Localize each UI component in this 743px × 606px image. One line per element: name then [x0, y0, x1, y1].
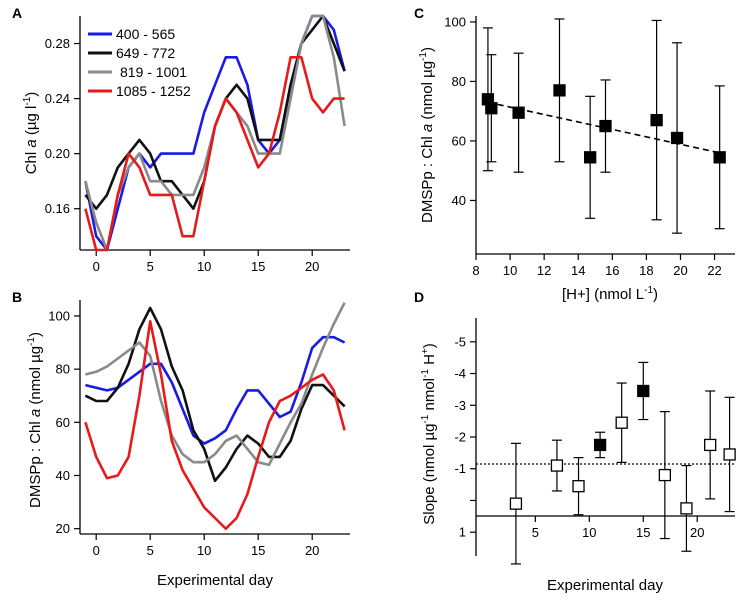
panel-c-label: C [414, 5, 424, 21]
panel-c-x-tick-label: 8 [472, 263, 479, 278]
panel-b-x-tick-label: 5 [147, 543, 154, 558]
panel-d-label: D [414, 289, 424, 305]
panel-a-x-tick-label: 20 [305, 259, 319, 274]
panel-c-x-tick-label: 14 [571, 263, 585, 278]
panel-d-data-point [509, 497, 523, 510]
panel-a-chart: A 0.16 0.20 0.24 0.28 0 5 10 15 20 Chl a (µg l-1… [12, 5, 350, 274]
panel-b-y-tick-label: 100 [48, 308, 70, 323]
panel-d-y-tick-label: -5 [454, 334, 466, 349]
panel-c-data-point [713, 151, 726, 164]
panel-d-data-point [637, 384, 650, 398]
legend-label-649-772: 649 - 772 [116, 45, 175, 61]
panel-c-y-tick-label: 40 [452, 193, 466, 208]
panel-a-y-tick-label: 0.28 [45, 36, 70, 51]
legend-label-819-1001: 819 - 1001 [120, 64, 187, 80]
panel-d-y-label: Slope (nmol µg-1 nmol-1 H+) [420, 343, 438, 525]
panel-d-y-tick-label: -2 [454, 430, 466, 445]
panel-d-x-tick-label: 10 [582, 525, 596, 540]
panel-c-x-tick-label: 20 [673, 263, 687, 278]
panel-a-x-tick-label: 5 [147, 259, 154, 274]
panel-b-chart: B 20 40 60 80 100 0 5 10 15 20 DMSPp : Chl a (nmo… [12, 289, 350, 589]
panel-c-y-tick-label: 100 [444, 14, 466, 29]
panel-b-x-label: Experimental day [157, 572, 273, 589]
panel-d-chart: D 1 -1 -2 -3 -4 -5 5 10 15 20 Slope (nmol µg-1 nm… [414, 289, 736, 594]
panel-a-x-tick-label: 15 [251, 259, 265, 274]
panel-b-y-tick-label: 20 [56, 521, 70, 536]
panel-b-y-label: DMSPp : Chl a (nmol µg-1) [26, 332, 44, 508]
panel-d-x-tick-label: 20 [690, 525, 704, 540]
panel-b-y-tick-label: 80 [56, 362, 70, 377]
panel-b-series-819-1001 [85, 302, 346, 467]
panel-d-data-point [593, 438, 607, 452]
panel-d-data-point [658, 468, 672, 482]
panel-c-data-point [485, 102, 498, 115]
panel-a-y-tick-label: 0.20 [45, 146, 70, 161]
panel-c-data-point [512, 106, 525, 119]
panel-c-x-tick-label: 10 [503, 263, 517, 278]
panel-b-x-tick-label: 20 [305, 543, 319, 558]
panel-b-series-649-772 [84, 306, 346, 483]
panel-a-label: A [12, 5, 22, 21]
panel-b-x-tick-label: 10 [197, 543, 211, 558]
panel-a-x-tick-label: 10 [197, 259, 211, 274]
panel-a-series-1085-1252 [84, 55, 345, 252]
panel-c-x-tick-label: 12 [537, 263, 551, 278]
panel-d-y-tick-label: -4 [454, 366, 466, 381]
panel-d-x-label: Experimental day [547, 577, 663, 594]
panel-c-x-tick-label: 16 [605, 263, 619, 278]
panel-d-y-tick-label: 1 [459, 525, 466, 540]
panel-c-data-point [553, 84, 566, 97]
panel-b-series-400-565 [85, 335, 346, 445]
legend-label-400-565: 400 - 565 [116, 26, 175, 42]
panel-b-x-tick-label: 15 [251, 543, 265, 558]
panel-d-data-point [704, 438, 717, 452]
panel-b-y-tick-label: 40 [56, 468, 70, 483]
panel-c-y-label: DMSPp : Chl a (nmol µg-1) [418, 47, 436, 223]
panel-d-x-tick-label: 15 [636, 525, 650, 540]
panel-c-data-point [599, 119, 612, 133]
panel-d-data-point [615, 416, 628, 429]
panel-d-data-point [572, 480, 585, 493]
panel-c-y-tick-label: 60 [452, 133, 466, 148]
panel-b-y-tick-label: 60 [56, 415, 70, 430]
panel-c-chart: C 40 60 80 100 8 10 12 14 16 18 20 22 DMSPp : Chl a… [414, 5, 735, 303]
panel-c-x-tick-label: 22 [707, 263, 721, 278]
panel-c-data-point [584, 151, 597, 164]
panel-a-y-label: Chl a (µg l-1) [22, 92, 40, 175]
panel-a-y-tick-label: 0.16 [45, 201, 70, 216]
panel-d-data-point [680, 502, 693, 515]
panel-d-y-tick-label: -3 [454, 398, 466, 413]
panel-c-data-point [650, 113, 663, 127]
panel-c-data-point [670, 131, 684, 145]
panel-a-legend: 400 - 565 649 - 772 819 - 1001 1085 - 12… [88, 26, 191, 99]
panel-d-data-point [723, 448, 736, 461]
panel-b-label: B [12, 289, 22, 305]
panel-d-x-tick-label: 5 [532, 525, 539, 540]
panel-c-x-label: [H+] (nmol L-1) [562, 285, 658, 303]
panel-a-x-tick-label: 0 [93, 259, 100, 274]
legend-label-1085-1252: 1085 - 1252 [116, 83, 191, 99]
panel-c-y-tick-label: 80 [452, 74, 466, 89]
panel-c-x-tick-label: 18 [639, 263, 653, 278]
panel-d-data-point [550, 459, 564, 472]
panel-b-x-tick-label: 0 [93, 543, 100, 558]
panel-b-series-1085-1252 [84, 319, 346, 531]
panel-a-y-tick-label: 0.24 [45, 91, 70, 106]
panel-d-y-tick-label: -1 [454, 461, 466, 476]
